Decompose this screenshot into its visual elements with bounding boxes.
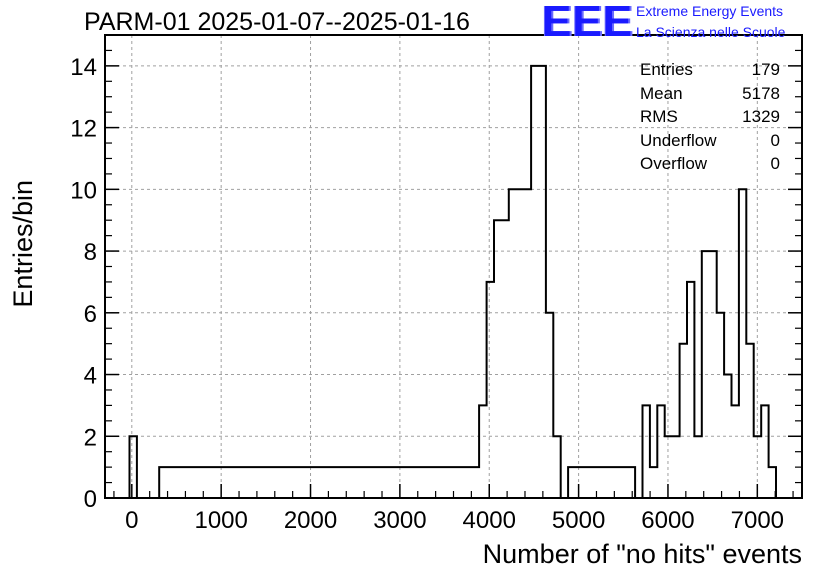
x-tick-label: 7000: [731, 507, 784, 534]
y-axis-label: Entries/bin: [8, 180, 38, 308]
axis-ticks: [105, 49, 802, 499]
stat-underflow: Underflow 0: [640, 129, 780, 153]
axis-tick-labels: 0 1000 2000 3000 4000 5000 6000 7000 0 2 4 6 8 10 12 14: [70, 54, 784, 534]
y-tick-label: 0: [84, 486, 97, 513]
y-tick-label: 2: [84, 424, 97, 451]
stat-entries: Entries 179: [640, 58, 780, 82]
y-tick-label: 6: [84, 301, 97, 328]
y-tick-label: 12: [70, 116, 97, 143]
stat-value: 1329: [742, 107, 780, 126]
x-tick-label: 6000: [641, 507, 694, 534]
x-axis-label: Number of "no hits" events: [483, 539, 802, 569]
logo-line-1: Extreme Energy Events: [636, 3, 784, 19]
logo-line-2: La Scienza nelle Scuole: [636, 24, 786, 40]
stat-label: Underflow: [640, 130, 717, 150]
x-tick-label: 0: [125, 507, 138, 534]
grid-lines: [105, 35, 802, 498]
y-tick-label: 8: [84, 239, 97, 266]
x-tick-label: 5000: [552, 507, 605, 534]
y-tick-label: 4: [84, 363, 97, 390]
stat-label: Mean: [640, 83, 683, 103]
y-tick-label: 14: [70, 54, 97, 81]
statistics-box: Entries 179 Mean 5178 RMS 1329 Underflow…: [640, 58, 780, 176]
stat-value: 0: [770, 154, 780, 173]
x-tick-label: 1000: [194, 507, 247, 534]
x-tick-label: 3000: [373, 507, 426, 534]
x-tick-label: 2000: [284, 507, 337, 534]
y-tick-label: 10: [70, 177, 97, 204]
chart-title: PARM-01 2025-01-07--2025-01-16: [84, 8, 470, 36]
stat-label: RMS: [640, 107, 678, 126]
stat-value: 5178: [742, 83, 780, 103]
x-tick-label: 4000: [463, 507, 516, 534]
stat-rms: RMS 1329: [640, 105, 780, 129]
eee-logo: EEE: [542, 0, 634, 46]
stat-label: Overflow: [640, 154, 708, 173]
stat-value: 0: [770, 130, 780, 150]
stat-overflow: Overflow 0: [640, 152, 780, 176]
stat-label: Entries: [640, 60, 693, 79]
stat-mean: Mean 5178: [640, 82, 780, 106]
stat-value: 179: [751, 60, 780, 79]
